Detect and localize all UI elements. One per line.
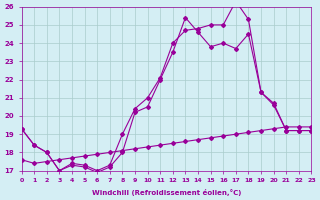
X-axis label: Windchill (Refroidissement éolien,°C): Windchill (Refroidissement éolien,°C) <box>92 189 241 196</box>
